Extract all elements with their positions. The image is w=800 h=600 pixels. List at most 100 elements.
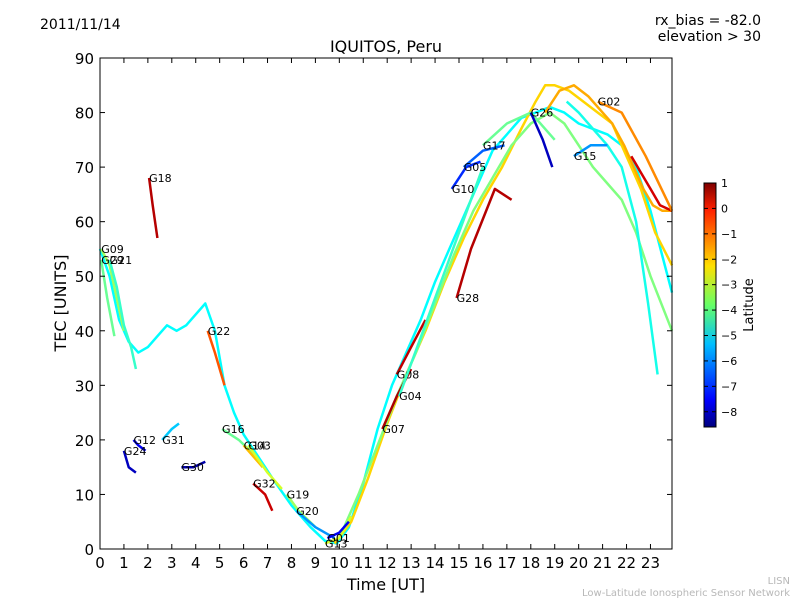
satellite-label-g29: G29 xyxy=(101,254,124,267)
colorbar-tick-label: −6 xyxy=(721,355,737,368)
satellite-label-g07: G07 xyxy=(382,423,405,436)
y-tick-label: 10 xyxy=(75,486,94,504)
x-tick-label: 15 xyxy=(449,554,468,572)
rx-bias-label: rx_bias = -82.0 xyxy=(654,13,761,29)
x-tick-label: 12 xyxy=(378,554,397,572)
satellite-label-g28: G28 xyxy=(457,292,480,305)
satellite-label-g13: G13 xyxy=(325,538,348,551)
x-tick-label: 3 xyxy=(167,554,177,572)
satellite-label-g30: G30 xyxy=(181,461,204,474)
x-axis: 0 1 2 3 4 5 6 7 8 9 10 11 12 13 14 15 16 17 18 19 20 21 22 23 xyxy=(95,58,660,572)
colorbar-tick-label: −3 xyxy=(721,279,737,292)
satellite-label-g20: G20 xyxy=(296,505,319,518)
x-tick-label: 0 xyxy=(95,554,105,572)
satellite-label-g01: G01 xyxy=(327,532,350,545)
axes-frame xyxy=(99,57,673,550)
satellite-label-g24: G24 xyxy=(124,445,147,458)
tec-curve-2 xyxy=(338,111,674,539)
colorbar-tick-label: −8 xyxy=(721,406,737,419)
tec-curve-5 xyxy=(565,100,659,375)
x-tick-label: 11 xyxy=(354,554,373,572)
satellite-track-g30 xyxy=(181,460,206,469)
satellite-track-g01 xyxy=(326,520,350,540)
colorbar-tick-label: −5 xyxy=(721,330,737,343)
x-tick-label: 18 xyxy=(521,554,540,572)
satellite-track-g28 xyxy=(455,187,513,299)
footer-network: Low-Latitude Ionospheric Sensor Network xyxy=(582,588,790,599)
satellite-track-g22 xyxy=(206,330,226,386)
satellite-label-g15: G15 xyxy=(574,150,597,163)
satellite-track-g26 xyxy=(529,112,554,168)
satellite-label-g03: G03 xyxy=(248,439,271,452)
satellite-track-g15 xyxy=(573,144,608,158)
x-tick-label: 1 xyxy=(119,554,129,572)
satellite-track-g18 xyxy=(147,177,159,239)
y-tick-label: 40 xyxy=(75,323,94,341)
satellite-label-g10: G10 xyxy=(452,183,475,196)
satellite-track-g12 xyxy=(132,439,147,452)
satellite-track-g10 xyxy=(450,160,481,190)
satellite-label-g22: G22 xyxy=(208,325,231,338)
x-tick-label: 8 xyxy=(287,554,297,572)
satellite-label-g19: G19 xyxy=(287,488,310,501)
colorbar-tick-label: 0 xyxy=(721,202,728,215)
y-axis: 0 10 20 30 40 50 60 70 80 90 xyxy=(75,50,672,559)
y-tick-label: 60 xyxy=(75,214,94,232)
satellite-track-g20 xyxy=(295,509,336,540)
tec-curve-0 xyxy=(98,105,674,545)
satellite-label-g12: G12 xyxy=(134,434,157,447)
satellite-track-g29 xyxy=(99,259,116,337)
elevation-label: elevation > 30 xyxy=(657,29,761,45)
satellite-label-g09: G09 xyxy=(101,243,124,256)
satellite-label-g18: G18 xyxy=(149,172,172,185)
satellite-track-g02 xyxy=(597,100,674,212)
colorbar-label: Latitude xyxy=(742,278,757,332)
satellite-track-g21 xyxy=(108,259,138,370)
y-axis-label: TEC [UNITS] xyxy=(51,255,70,353)
x-tick-label: 19 xyxy=(545,554,564,572)
tec-curve-1 xyxy=(333,84,674,545)
y-tick-label: 80 xyxy=(75,105,94,123)
y-tick-label: 50 xyxy=(75,268,94,286)
satellite-label-g26: G26 xyxy=(531,107,554,120)
satellite-label-g16: G16 xyxy=(222,423,245,436)
y-tick-label: 70 xyxy=(75,159,94,177)
x-tick-label: 17 xyxy=(497,554,516,572)
x-tick-label: 22 xyxy=(617,554,636,572)
x-tick-label: 4 xyxy=(191,554,201,572)
x-tick-label: 23 xyxy=(641,554,660,572)
tec-curve-3 xyxy=(544,84,672,213)
tec-curve-4 xyxy=(630,155,673,212)
satellite-label-g05: G05 xyxy=(464,161,487,174)
satellite-track-g32 xyxy=(252,482,274,512)
colorbar-ticks: 1 0 −1 −2 −3 −4 −5 −6 −7 −8 xyxy=(704,177,737,419)
satellite-label-g04: G04 xyxy=(399,390,422,403)
chart-title: IQUITOS, Peru xyxy=(329,37,443,56)
date-label: 2011/11/14 xyxy=(40,17,121,33)
colorbar-tick-label: −4 xyxy=(721,304,737,317)
footer-org: LISN xyxy=(767,576,790,587)
colorbar-tick-label: −7 xyxy=(721,380,737,393)
y-tick-label: 30 xyxy=(75,377,94,395)
satellite-label-g21: G21 xyxy=(110,254,133,267)
colorbar xyxy=(703,182,717,428)
satellite-track-g05 xyxy=(462,144,505,169)
x-tick-label: 20 xyxy=(569,554,588,572)
satellite-label-g02: G02 xyxy=(598,96,621,109)
satellite-label-g31: G31 xyxy=(162,434,185,447)
x-tick-label: 14 xyxy=(426,554,445,572)
satellite-track-g24 xyxy=(122,450,137,474)
x-tick-label: 5 xyxy=(215,554,225,572)
colorbar-tick-label: −2 xyxy=(721,253,737,266)
satellite-track-g04 xyxy=(398,166,485,397)
satellite-track-g14 xyxy=(242,444,264,469)
x-tick-label: 10 xyxy=(330,554,349,572)
satellite-track-g31 xyxy=(161,422,180,441)
x-tick-label: 21 xyxy=(593,554,612,572)
y-tick-label: 0 xyxy=(84,541,94,559)
satellite-track-g17 xyxy=(482,111,556,147)
satellite-label-g32: G32 xyxy=(253,478,276,491)
x-tick-label: 2 xyxy=(143,554,153,572)
